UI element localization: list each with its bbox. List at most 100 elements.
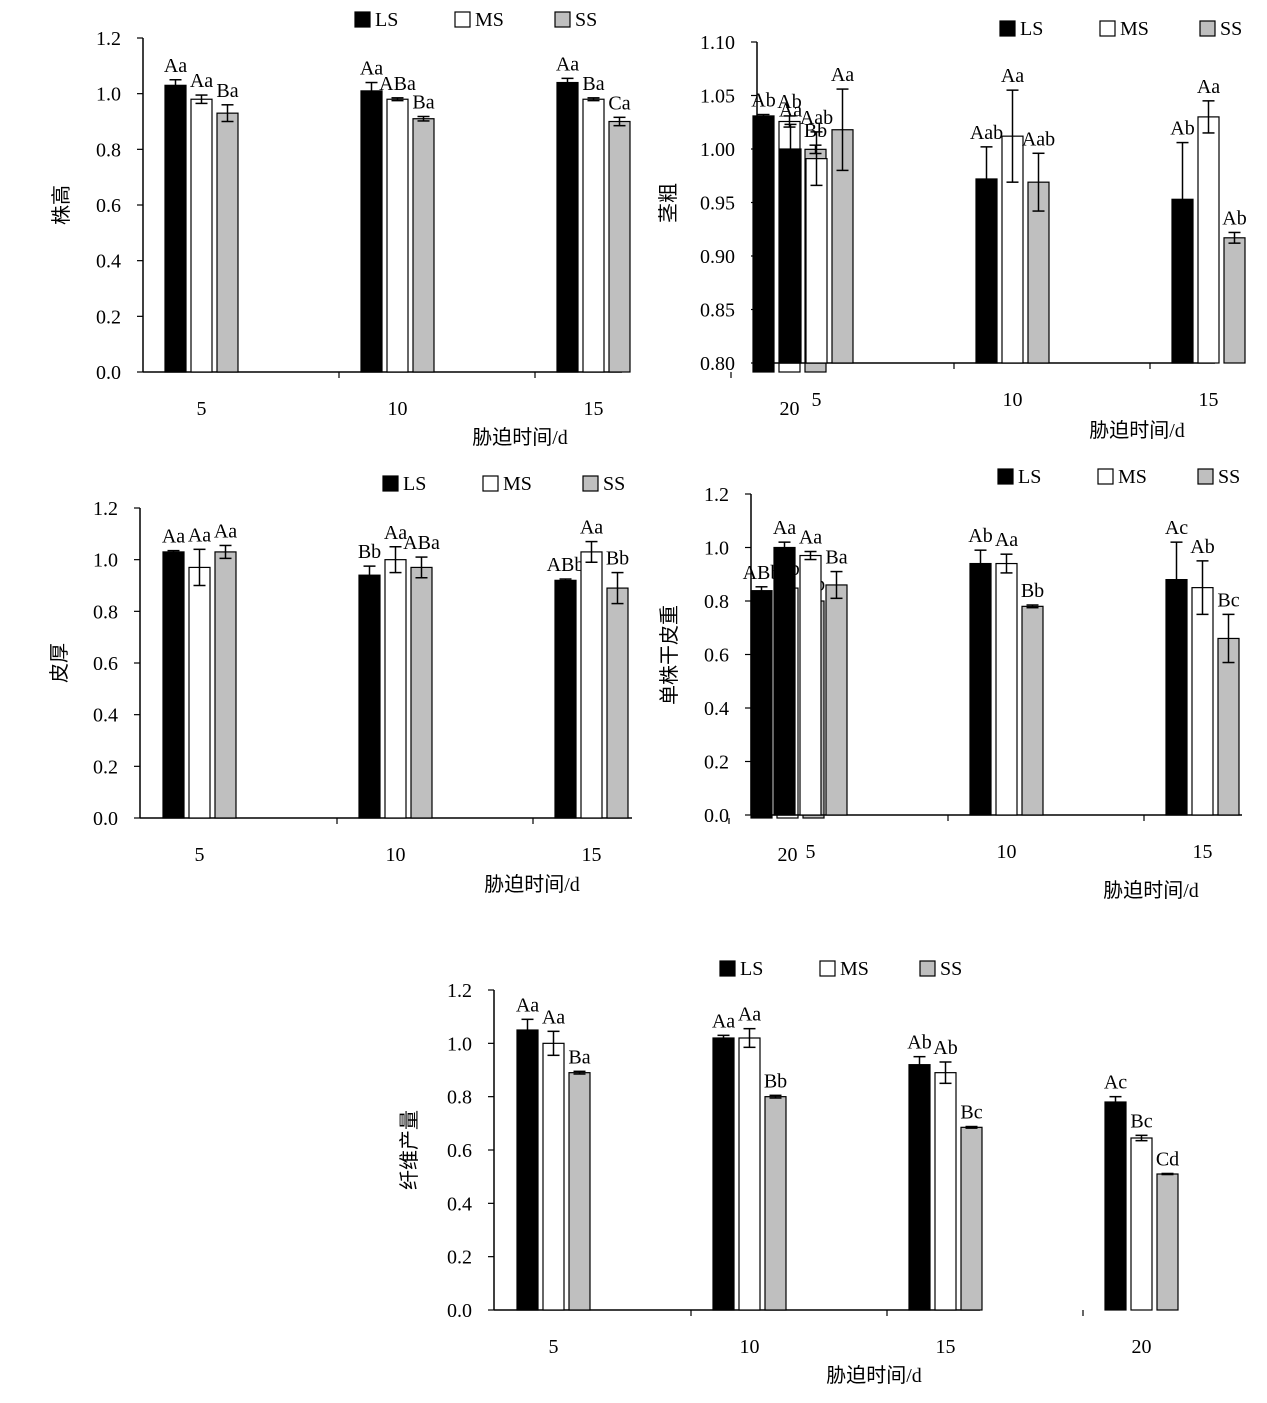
significance-label: Aa (542, 1006, 565, 1028)
significance-label: Aa (162, 526, 185, 548)
legend-label-ms: MS (1118, 466, 1147, 488)
x-tick-label: 10 (1003, 389, 1023, 411)
significance-label: Aa (164, 55, 187, 77)
bar-ls (516, 1029, 539, 1311)
legend-swatch-ls (999, 20, 1016, 37)
significance-label: Aa (773, 517, 796, 539)
legend-swatch-ls (382, 475, 399, 492)
bar-ms (1191, 587, 1214, 816)
x-tick-label: 15 (1199, 389, 1219, 411)
legend: LS MS SS (354, 9, 597, 31)
legend-label-ms: MS (840, 958, 869, 980)
x-tick-label: 15 (584, 398, 604, 420)
significance-label: Ac (1104, 1072, 1127, 1094)
bar-ls (162, 551, 185, 819)
x-tick-label: 10 (386, 844, 406, 866)
significance-label: Aa (384, 522, 407, 544)
bar-ss (1223, 237, 1246, 364)
y-tick-label: 0.0 (96, 362, 121, 384)
y-tick-label: 0.0 (704, 805, 729, 827)
significance-label: Cd (1156, 1148, 1179, 1170)
y-axis-title: 纤维产量 (398, 1110, 421, 1190)
significance-label: Aa (360, 58, 383, 80)
bar-ms (384, 559, 407, 819)
y-tick-label: 0.6 (447, 1140, 472, 1162)
bar-ss (608, 120, 631, 373)
legend-swatch-ss (1197, 468, 1214, 485)
legend-swatch-ss (919, 960, 936, 977)
y-tick-label: 0.4 (96, 251, 121, 273)
significance-label: Aa (556, 53, 579, 75)
x-tick-label: 5 (806, 841, 816, 863)
legend-label-ss: SS (1220, 18, 1242, 40)
x-tick-label: 20 (1132, 1336, 1152, 1358)
legend-swatch-ms (482, 475, 499, 492)
bar-ms (386, 98, 409, 373)
x-axis-title: 胁迫时间/d (826, 1364, 922, 1387)
bar-ls (164, 84, 187, 373)
x-tick-label: 15 (582, 844, 602, 866)
significance-label: Aa (1197, 76, 1220, 98)
bar-ls (969, 562, 992, 816)
significance-label: Bb (358, 541, 381, 563)
legend-label-ss: SS (940, 958, 962, 980)
legend-label-ls: LS (1020, 18, 1043, 40)
significance-label: Aab (1022, 128, 1055, 150)
legend-label-ls: LS (740, 958, 763, 980)
significance-label: Aa (1001, 65, 1024, 87)
legend-swatch-ss (582, 475, 599, 492)
legend: LS MS SS (997, 466, 1240, 488)
x-tick-label: 5 (197, 398, 207, 420)
legend: LS MS SS (999, 18, 1242, 40)
legend-label-ms: MS (475, 9, 504, 31)
x-tick-label: 20 (780, 398, 800, 420)
y-tick-label: 0.4 (93, 705, 118, 727)
x-axis-title: 胁迫时间/d (1089, 419, 1185, 442)
significance-label: Ca (608, 92, 630, 114)
significance-label: Aa (779, 99, 802, 121)
y-tick-label: 1.0 (93, 550, 118, 572)
y-tick-label: 1.00 (700, 139, 735, 161)
bar-ss (1217, 637, 1240, 816)
y-tick-label: 0.2 (96, 306, 121, 328)
y-tick-label: 0.8 (93, 601, 118, 623)
bar-ms (805, 158, 828, 364)
significance-label: Aab (800, 107, 833, 129)
bar-ss (606, 587, 629, 819)
significance-label: Aa (799, 527, 822, 549)
x-tick-label: 10 (997, 841, 1017, 863)
legend-swatch-ls (354, 11, 371, 28)
y-tick-label: 1.0 (447, 1033, 472, 1055)
significance-label: Ba (412, 91, 434, 113)
y-tick-label: 0.90 (700, 246, 735, 268)
significance-label: ABb (743, 562, 781, 584)
y-tick-label: 1.2 (447, 980, 472, 1002)
bar-ss (568, 1072, 591, 1311)
significance-label: Aa (188, 524, 211, 546)
significance-label: Ab (1170, 118, 1194, 140)
legend-swatch-ms (1097, 468, 1114, 485)
chart-2: 0.800.850.900.951.001.051.105AaAabAa10Aa… (657, 18, 1247, 442)
bar-ms (1197, 116, 1220, 364)
legend-label-ms: MS (1120, 18, 1149, 40)
bar-ss (216, 112, 239, 373)
y-tick-label: 0.4 (704, 698, 729, 720)
y-tick-label: 1.0 (96, 84, 121, 106)
x-tick-label: 10 (740, 1336, 760, 1358)
bar-ls (360, 90, 383, 373)
significance-label: ABb (547, 554, 585, 576)
bar-ms (799, 554, 822, 816)
significance-label: Ab (968, 525, 992, 547)
bar-ss (764, 1096, 787, 1311)
bar-ms (582, 98, 605, 373)
significance-label: ABa (403, 532, 440, 554)
significance-label: Bc (1217, 589, 1239, 611)
significance-label: Ab (777, 91, 801, 113)
y-tick-label: 0.8 (704, 591, 729, 613)
y-tick-label: 0.95 (700, 193, 735, 215)
legend-swatch-ms (454, 11, 471, 28)
